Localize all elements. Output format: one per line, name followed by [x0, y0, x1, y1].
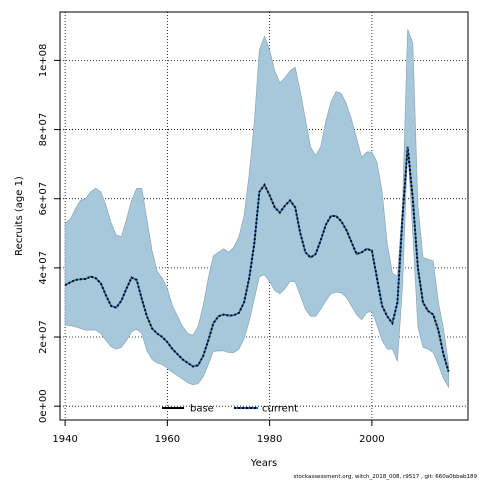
- y-tick-label-4e+07: 4e+07: [38, 251, 49, 285]
- y-tick-label-8e+07: 8e+07: [38, 113, 49, 147]
- legend-label-base: base: [190, 404, 214, 415]
- x-tick-label-1980: 1980: [257, 434, 282, 445]
- legend: base current: [162, 404, 298, 415]
- x-tick-label-1940: 1940: [52, 434, 77, 445]
- legend-label-current: current: [262, 404, 298, 415]
- y-axis-title: Recruits (age 1): [14, 176, 25, 256]
- y-tick-label-2e+07: 2e+07: [38, 320, 49, 354]
- series-line-current: [64, 146, 450, 372]
- x-axis-title: Years: [250, 458, 277, 469]
- plot-frame: [59, 11, 469, 421]
- x-tick-label-2000: 2000: [359, 434, 384, 445]
- y-axis: 0e+00 2e+07 4e+07 6e+07 8e+07 1e+08: [38, 44, 60, 423]
- y-tick-label-0e+00: 0e+00: [38, 389, 49, 423]
- x-tick-label-1960: 1960: [155, 434, 180, 445]
- y-tick-label-1e+08: 1e+08: [38, 44, 49, 78]
- y-tick-label-6e+07: 6e+07: [38, 182, 49, 216]
- footer-attribution: stockassessment.org, witch_2018_008, r95…: [293, 474, 477, 480]
- x-axis: 1940 1960 1980 2000: [52, 420, 385, 445]
- confidence-band: [64, 29, 449, 389]
